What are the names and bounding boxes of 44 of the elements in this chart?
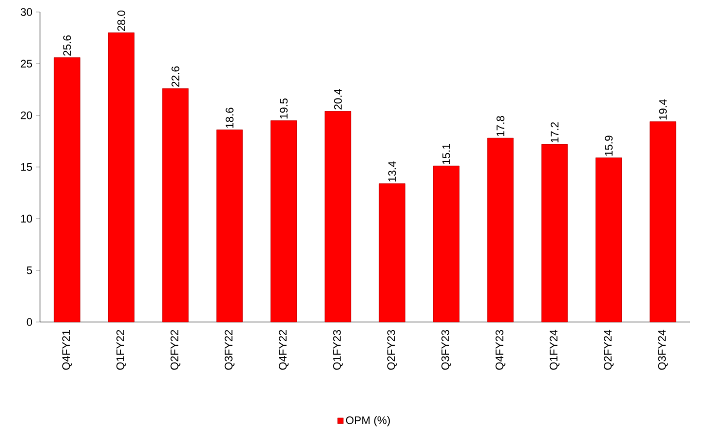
bar [378,183,406,322]
data-label: 17.2 [550,122,558,142]
data-label: 18.6 [226,108,234,128]
data-label: 15.1 [442,144,450,164]
data-label: 15.9 [604,136,613,156]
x-tick-label: Q1FY24 [550,330,560,370]
x-tick-label: Q2FY24 [604,330,614,370]
x-tick-label: Q4FY21 [62,330,72,370]
bar [162,88,189,322]
data-label: 20.4 [334,89,342,110]
x-tick-label: Q4FY23 [496,330,506,370]
bar [324,111,352,322]
bar [596,158,622,322]
y-tick-label: 25 [20,60,32,68]
x-tick-label: Q2FY23 [387,330,397,370]
y-tick-label: 5 [26,266,32,274]
bar [108,32,134,322]
bar [216,130,243,322]
bar [270,120,297,322]
x-tick-label: Q4FY22 [278,330,289,370]
y-tick-label: 0 [26,318,32,326]
bar [487,138,514,322]
x-tick-label: Q3FY22 [224,330,234,370]
data-label: 19.5 [280,98,288,118]
y-tick-label: 10 [21,214,32,223]
bar [650,121,676,322]
data-label: 19.4 [659,99,667,120]
y-tick-label: 30 [20,8,32,16]
legend-label: OPM (%) [346,416,390,426]
data-label: 28.0 [117,10,126,31]
x-tick-label: Q1FY23 [333,330,343,370]
data-label: 22.6 [172,66,180,87]
data-label: 17.8 [496,116,504,136]
y-tick-label: 15 [21,163,32,171]
y-tick-label: 20 [20,111,32,120]
bar [541,144,568,322]
bar [433,166,460,322]
x-tick-label: Q1FY22 [116,330,126,370]
x-tick-label: Q3FY23 [441,330,452,370]
x-tick-label: Q3FY24 [658,330,668,370]
bar [54,57,80,322]
data-label: 25.6 [63,35,71,56]
data-label: 13.4 [388,161,396,182]
x-tick-label: Q2FY22 [170,330,180,370]
